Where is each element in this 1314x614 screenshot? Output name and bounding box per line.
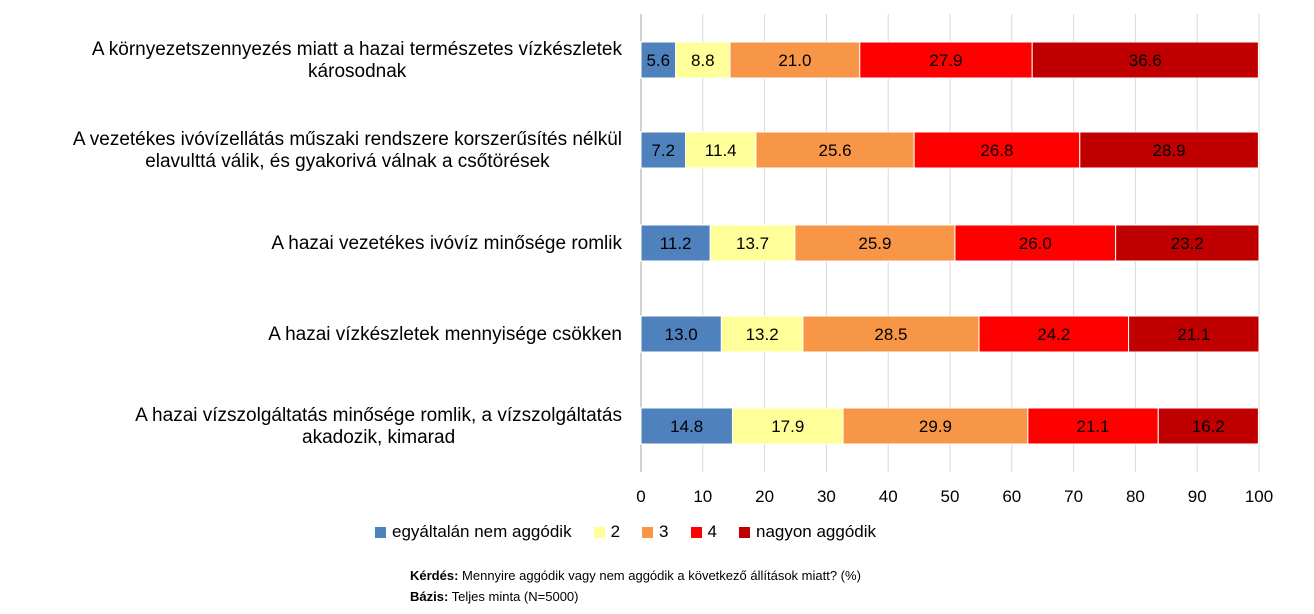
footnote-base: Bázis: Teljes minta (N=5000) xyxy=(410,589,578,605)
legend-item: 2 xyxy=(593,522,621,542)
data-label: 25.6 xyxy=(819,141,852,160)
footnote-question: Kérdés: Mennyire aggódik vagy nem aggódi… xyxy=(410,568,861,584)
data-label: 28.5 xyxy=(874,325,907,344)
data-label: 25.9 xyxy=(858,234,891,253)
bar-segment xyxy=(1115,224,1260,262)
legend-swatch xyxy=(375,526,386,538)
data-label: 13.0 xyxy=(665,325,698,344)
data-label: 21.0 xyxy=(778,51,811,70)
data-label: 26.8 xyxy=(980,141,1013,160)
bar-segment xyxy=(1031,41,1259,79)
bar-segment xyxy=(640,407,733,445)
footnote-base-label: Bázis: xyxy=(410,589,449,604)
footnote-question-label: Kérdés: xyxy=(410,568,459,583)
data-label: 28.9 xyxy=(1153,141,1186,160)
bar-segment xyxy=(709,224,796,262)
data-label: 24.2 xyxy=(1037,325,1070,344)
bar-segment xyxy=(859,41,1033,79)
x-tick-label: 40 xyxy=(879,487,898,506)
data-label: 14.8 xyxy=(670,417,703,436)
data-label: 7.2 xyxy=(651,141,675,160)
legend-swatch xyxy=(738,526,750,538)
data-label: 8.8 xyxy=(691,51,715,70)
data-label: 26.0 xyxy=(1019,234,1052,253)
x-tick-label: 60 xyxy=(1002,487,1021,506)
bar-segment xyxy=(978,315,1130,353)
data-label: 16.2 xyxy=(1192,417,1225,436)
category-label: A hazai vízszolgáltatás minősége romlik,… xyxy=(135,405,622,426)
bar-segment xyxy=(640,224,711,262)
stacked-bar-chart: 0 10 20 30 40 50 60 70 80 90 100 5.6 8.8 21.0 27.9 36.6… xyxy=(73,14,1273,506)
bar-segment xyxy=(684,131,757,169)
x-tick-label: 50 xyxy=(941,487,960,506)
bar-segment xyxy=(1079,131,1259,169)
data-label: 23.2 xyxy=(1171,234,1204,253)
legend-item: egyáltalán nem aggódik xyxy=(375,522,572,542)
data-label: 5.6 xyxy=(646,51,670,70)
legend-item: 4 xyxy=(690,522,717,542)
legend-swatch xyxy=(593,526,605,538)
data-label: 21.1 xyxy=(1077,417,1110,436)
data-label: 21.1 xyxy=(1177,325,1210,344)
category-label: károsodnak xyxy=(308,61,407,82)
legend-label: 4 xyxy=(707,522,717,541)
bar-segment xyxy=(731,407,844,445)
legend-item: 3 xyxy=(642,522,669,542)
bar-segment xyxy=(842,407,1029,445)
legend-item: nagyon aggódik xyxy=(738,522,877,542)
bar-segment xyxy=(640,41,677,79)
data-label: 27.9 xyxy=(929,51,962,70)
footnote-question-text: Mennyire aggódik vagy nem aggódik a köve… xyxy=(458,568,861,583)
bar-segment xyxy=(1027,407,1159,445)
data-label: 11.4 xyxy=(705,141,737,160)
category-label: A hazai vezetékes ivóvíz minősége romlik xyxy=(271,233,622,254)
legend: egyáltalán nem aggódik 2 3 4 nagyon aggódik xyxy=(375,522,876,542)
category-label: A hazai vízkészletek mennyisége csökken xyxy=(268,324,622,345)
data-label: 29.9 xyxy=(919,417,952,436)
legend-swatch xyxy=(690,526,702,538)
bar-segment xyxy=(675,41,731,79)
x-tick-label: 100 xyxy=(1245,487,1273,506)
data-label: 13.2 xyxy=(746,325,779,344)
legend-label: 3 xyxy=(659,522,669,541)
bar-segment xyxy=(720,315,804,353)
bar-segment xyxy=(1157,407,1259,445)
x-tick-label: 90 xyxy=(1188,487,1207,506)
x-tick-label: 20 xyxy=(755,487,774,506)
category-label: A környezetszennyezés miatt a hazai term… xyxy=(92,39,623,60)
legend-label: nagyon aggódik xyxy=(755,522,877,541)
legend-label: 2 xyxy=(610,522,621,541)
x-tick-label: 0 xyxy=(636,487,645,506)
category-label: A vezetékes ivóvízellátás műszaki rendsz… xyxy=(73,129,622,150)
x-tick-label: 70 xyxy=(1064,487,1083,506)
bar-segment xyxy=(640,315,722,353)
data-label: 36.6 xyxy=(1129,51,1162,70)
data-label: 13.7 xyxy=(736,234,769,253)
category-label: elavulttá válik, és gyakorivá válnak a c… xyxy=(145,151,550,172)
bar-segment xyxy=(802,315,980,353)
legend-swatch xyxy=(642,526,654,538)
data-label: 11.2 xyxy=(660,234,692,253)
bar-segment xyxy=(954,224,1117,262)
bar-segment xyxy=(794,224,956,262)
bar-segment xyxy=(913,131,1081,169)
x-tick-label: 80 xyxy=(1126,487,1145,506)
x-tick-label: 10 xyxy=(693,487,712,506)
bar-segment xyxy=(1128,315,1260,353)
legend-label: egyáltalán nem aggódik xyxy=(392,522,572,541)
bar-segment xyxy=(640,131,686,169)
x-tick-label: 30 xyxy=(817,487,836,506)
footnote-base-text: Teljes minta (N=5000) xyxy=(448,589,579,604)
category-label: akadozik, kimarad xyxy=(302,427,455,448)
data-label: 17.9 xyxy=(771,417,804,436)
